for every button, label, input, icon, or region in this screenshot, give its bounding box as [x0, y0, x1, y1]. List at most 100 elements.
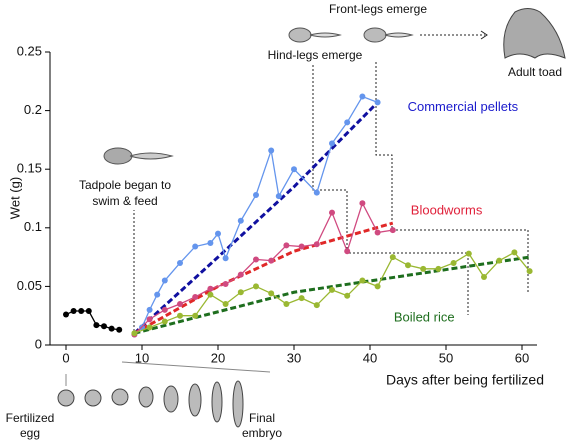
data-point: [222, 281, 229, 288]
illustrations: [57, 8, 566, 428]
x-tick-label: 50: [439, 350, 453, 365]
tadpole-tail: [129, 152, 174, 160]
data-point: [291, 166, 297, 173]
data-point: [108, 325, 115, 332]
y-tick-label: 0.25: [17, 43, 42, 58]
x-tick-label: 10: [135, 350, 149, 365]
tadpole-icon: [103, 147, 133, 165]
annotation: embryo: [242, 426, 282, 440]
data-point: [222, 255, 229, 262]
data-point: [435, 265, 442, 272]
annotation: Adult toad: [508, 65, 562, 79]
data-point: [313, 189, 320, 196]
x-tick-label: 30: [287, 350, 301, 365]
series-line: [133, 201, 393, 335]
data-point: [207, 285, 214, 292]
y-tick-label: 0.05: [17, 278, 42, 293]
data-point: [253, 191, 259, 198]
y-tick-label: 0.15: [17, 161, 42, 176]
data-point: [192, 293, 199, 300]
data-point: [268, 147, 275, 154]
trend-line: [133, 221, 394, 335]
data-point: [161, 306, 168, 313]
embryo-bracket: [65, 361, 271, 386]
data-point: [116, 326, 123, 333]
trend-line: [133, 101, 379, 335]
data-point: [420, 265, 427, 272]
data-point: [313, 302, 320, 309]
data-point: [207, 240, 214, 247]
annotation: Tadpole began to: [79, 178, 171, 192]
embryo-icons: [57, 380, 244, 428]
data-point: [359, 277, 366, 284]
x-tick-label: 0: [62, 350, 69, 365]
annotation: Fertilized: [6, 411, 55, 425]
y-axis-label: Wet (g): [7, 177, 22, 219]
data-point: [283, 300, 290, 307]
data-point: [237, 271, 244, 278]
data-point: [146, 316, 153, 323]
data-point: [359, 93, 366, 100]
annotation: Front-legs emerge: [329, 2, 427, 16]
stage-line: [312, 65, 469, 315]
data-point: [374, 283, 381, 290]
tadpole-tail: [309, 32, 342, 38]
data-point: [237, 289, 244, 296]
data-point: [177, 259, 183, 266]
data-point: [329, 209, 335, 216]
series-label: Boiled rice: [394, 310, 455, 325]
data-point: [389, 254, 396, 261]
data-point: [344, 119, 351, 126]
toad-icon: [503, 8, 566, 59]
tadpole-tail: [384, 32, 414, 38]
trend-line: [134, 255, 530, 335]
data-point: [344, 292, 351, 299]
data-point: [215, 230, 221, 237]
y-tick-label: 0.1: [24, 219, 42, 234]
x-tick-label: 40: [363, 350, 377, 365]
data-point: [85, 308, 92, 315]
data-point: [450, 259, 457, 266]
x-tick-label: 60: [515, 350, 529, 365]
data-point: [275, 193, 282, 200]
data-point: [526, 268, 533, 275]
data-point: [374, 99, 381, 106]
annotation: Hind-legs emerge: [268, 48, 363, 62]
annotation: egg: [20, 426, 40, 440]
data-point: [192, 312, 199, 319]
data-point: [131, 330, 138, 337]
data-point: [298, 243, 305, 250]
data-point: [465, 250, 472, 257]
x-tick-label: 20: [211, 350, 225, 365]
data-point: [511, 249, 518, 256]
data-point: [268, 290, 275, 297]
arrow-head: [480, 30, 488, 40]
annotation: Final: [249, 411, 275, 425]
data-point: [177, 300, 183, 307]
data-point: [93, 322, 100, 329]
data-point: [146, 324, 153, 331]
data-point: [192, 243, 199, 250]
data-point: [70, 308, 77, 315]
data-point: [207, 291, 214, 298]
stage-line: [375, 62, 529, 292]
y-tick-label: 0: [35, 336, 42, 351]
series-label: Commercial pellets: [408, 99, 519, 114]
data-point: [329, 286, 335, 293]
data-point: [177, 312, 183, 319]
data-point: [344, 248, 351, 255]
data-point: [359, 200, 366, 207]
data-point: [313, 241, 320, 248]
data-point: [78, 308, 85, 315]
data-point: [161, 277, 168, 284]
tadpole-icon: [288, 27, 312, 43]
data-point: [283, 242, 290, 249]
data-point: [222, 300, 229, 307]
data-point: [146, 306, 153, 313]
data-point: [298, 295, 305, 302]
data-point: [481, 274, 487, 281]
data-point: [253, 283, 259, 290]
data-point: [268, 257, 275, 264]
y-tick-label: 0.2: [24, 102, 42, 117]
